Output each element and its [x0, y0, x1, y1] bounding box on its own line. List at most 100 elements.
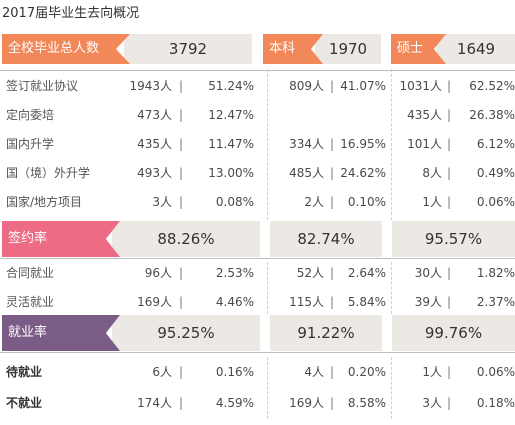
separator-bar: |	[179, 396, 184, 410]
percent-value: 0.49%	[476, 166, 515, 180]
separator-bar: |	[330, 79, 335, 93]
separator-bar: |	[179, 166, 184, 180]
count-value: 174人	[137, 396, 172, 410]
count-value: 3人	[152, 195, 172, 209]
sign-rate-label: 签约率	[2, 221, 120, 257]
table-row: 签订就业协议 1943人 | 51.24% 809人 | 41.07% 1031人 | 62.52…	[0, 73, 515, 99]
count-value: 169人	[289, 396, 324, 410]
percent-value: 26.38%	[469, 108, 515, 122]
percent-value: 0.16%	[215, 365, 254, 379]
count-value: 493人	[137, 166, 172, 180]
count-value: 1031人	[399, 79, 442, 93]
column-divider	[267, 262, 268, 314]
column-divider	[391, 69, 392, 220]
percent-value: 0.06%	[476, 365, 515, 379]
count-value: 1人	[422, 365, 442, 379]
column-divider	[391, 357, 392, 419]
count-value: 39人	[414, 295, 442, 309]
percent-value: 0.10%	[347, 195, 386, 209]
band-segment	[112, 221, 260, 257]
undergrad-label: 本科	[263, 34, 323, 64]
employment-rate-band: 就业率 95.25% 91.22% 99.76%	[0, 315, 515, 351]
separator-bar: |	[447, 166, 452, 180]
separator-bar: |	[330, 295, 335, 309]
table-row: 国家/地方项目 3人 | 0.08% 2人 | 0.10% 1人 | 0.06%	[0, 189, 515, 215]
row-label: 不就业	[6, 396, 43, 410]
row-label: 灵活就业	[6, 295, 55, 309]
row-label: 定向委培	[6, 108, 55, 122]
separator-bar: |	[179, 108, 184, 122]
undergrad-total-value: 1970	[315, 34, 381, 64]
sign-rate-band: 签约率 88.26% 82.74% 95.57%	[0, 221, 515, 257]
separator-bar: |	[330, 396, 335, 410]
count-value: 435人	[137, 137, 172, 151]
percent-value: 24.62%	[340, 166, 386, 180]
band-segment	[112, 315, 260, 351]
table-row: 不就业 174人 | 4.59% 169人 | 8.58% 3人 | 0.18%	[0, 390, 515, 416]
percent-value: 16.95%	[340, 137, 386, 151]
row-label: 国（境）外升学	[6, 166, 91, 180]
band-segment	[270, 221, 382, 257]
percent-value: 2.37%	[476, 295, 515, 309]
count-value: 809人	[289, 79, 324, 93]
table-row: 国（境）外升学 493人 | 13.00% 485人 | 24.62% 8人 | 0.49%	[0, 160, 515, 186]
separator-bar: |	[447, 137, 452, 151]
separator-bar: |	[330, 166, 335, 180]
separator-bar: |	[330, 195, 335, 209]
count-value: 96人	[144, 266, 172, 280]
separator-bar: |	[447, 365, 452, 379]
header-row: 3792 全校毕业总人数 1970 本科 1649 硕士	[0, 34, 515, 64]
percent-value: 5.84%	[347, 295, 386, 309]
count-value: 52人	[296, 266, 324, 280]
percent-value: 4.59%	[215, 396, 254, 410]
band-segment	[270, 315, 382, 351]
separator-bar: |	[330, 365, 335, 379]
percent-value: 0.20%	[347, 365, 386, 379]
divider	[0, 352, 515, 353]
count-value: 6人	[152, 365, 172, 379]
separator-bar: |	[179, 266, 184, 280]
count-value: 1人	[422, 195, 442, 209]
employment-rate-master: 99.76%	[424, 324, 483, 342]
divider	[0, 258, 515, 259]
column-divider	[267, 69, 268, 220]
percent-value: 51.24%	[208, 79, 254, 93]
sign-rate-undergrad: 82.74%	[297, 230, 355, 248]
separator-bar: |	[447, 396, 452, 410]
employment-rate-label: 就业率	[2, 315, 120, 351]
percent-value: 0.18%	[476, 396, 515, 410]
separator-bar: |	[179, 295, 184, 309]
total-graduates-value: 3792	[124, 34, 252, 64]
separator-bar: |	[447, 108, 452, 122]
total-graduates-label: 全校毕业总人数	[2, 34, 130, 64]
percent-value: 0.06%	[476, 195, 515, 209]
separator-bar: |	[330, 266, 335, 280]
separator-bar: |	[447, 79, 452, 93]
percent-value: 8.58%	[347, 396, 386, 410]
separator-bar: |	[447, 295, 452, 309]
divider	[0, 70, 515, 71]
separator-bar: |	[179, 79, 184, 93]
row-label: 待就业	[6, 365, 43, 379]
count-value: 101人	[407, 137, 442, 151]
count-value: 473人	[137, 108, 172, 122]
band-segment	[392, 315, 515, 351]
count-value: 30人	[414, 266, 442, 280]
employment-rate-all: 95.25%	[157, 324, 215, 342]
table-row: 合同就业 96人 | 2.53% 52人 | 2.64% 30人 | 1.82%	[0, 260, 515, 286]
row-label: 签订就业协议	[6, 79, 79, 93]
sign-rate-all: 88.26%	[157, 230, 215, 248]
separator-bar: |	[447, 266, 452, 280]
percent-value: 2.53%	[215, 266, 254, 280]
table-row: 定向委培 473人 | 12.47% 435人 | 26.38%	[0, 102, 515, 128]
count-value: 485人	[289, 166, 324, 180]
count-value: 3人	[422, 396, 442, 410]
count-value: 115人	[289, 295, 324, 309]
count-value: 1943人	[129, 79, 172, 93]
separator-bar: |	[179, 195, 184, 209]
percent-value: 12.47%	[208, 108, 254, 122]
column-divider	[391, 262, 392, 314]
separator-bar: |	[179, 137, 184, 151]
percent-value: 6.12%	[476, 137, 515, 151]
